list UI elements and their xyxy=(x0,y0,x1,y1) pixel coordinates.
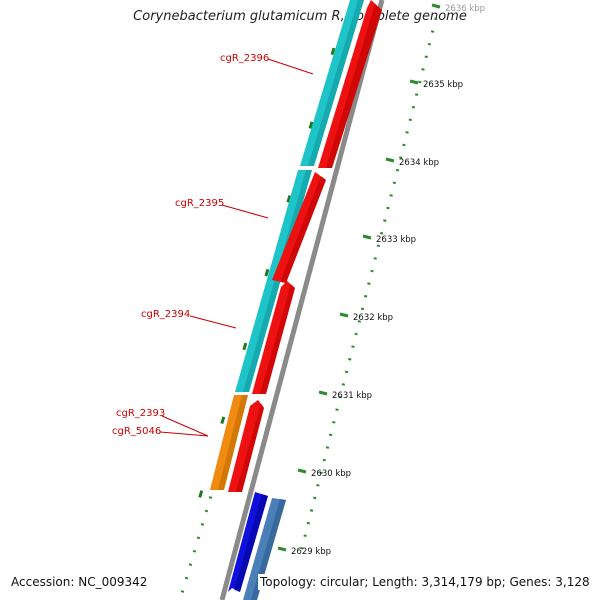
gene-label-cgR_2393[interactable]: cgR_2393 xyxy=(116,408,165,419)
tick-label-2635: 2635 kbp xyxy=(423,80,463,90)
gene-label-cgR_2396[interactable]: cgR_2396 xyxy=(220,53,269,64)
gene-cgR_2393-shade xyxy=(218,395,248,490)
tick-mark-2630 xyxy=(297,468,307,474)
gene-label-cgR_5046[interactable]: cgR_5046 xyxy=(112,426,161,437)
tick-mark-2634 xyxy=(385,157,395,163)
genome-title: Corynebacterium glutamicum R, complete g… xyxy=(133,9,467,24)
tick-label-2636: 2636 kbp xyxy=(445,4,485,14)
accession-text: Accession: NC_009342 xyxy=(9,574,150,590)
gc-content-dashes xyxy=(188,47,336,531)
tick-mark-2631 xyxy=(318,390,328,396)
tick-mark-2633 xyxy=(362,234,372,240)
gene-label-cgR_2394[interactable]: cgR_2394 xyxy=(141,309,190,320)
topology-text: Topology: circular; Length: 3,314,179 bp… xyxy=(258,574,592,590)
tick-label-2631: 2631 kbp xyxy=(332,391,372,401)
gene-red-2-shade xyxy=(280,176,326,283)
gene-red-4[interactable] xyxy=(228,400,264,492)
tick-label-2633: 2633 kbp xyxy=(376,235,416,245)
gene-red-4-shade xyxy=(236,403,264,492)
tick-label-2629: 2629 kbp xyxy=(291,547,331,557)
gene-label-cgR_2395[interactable]: cgR_2395 xyxy=(175,198,224,209)
tick-mark-2636 xyxy=(431,3,441,9)
gene-blue-1-shade xyxy=(234,494,268,592)
genome-backbone xyxy=(219,0,385,600)
gene-red-3-shade xyxy=(260,284,295,394)
gene-label-leaders xyxy=(159,58,314,437)
tick-label-2630: 2630 kbp xyxy=(311,469,351,479)
tick-label-2632: 2632 kbp xyxy=(353,313,393,323)
tick-label-2634: 2634 kbp xyxy=(399,158,439,168)
gene-red-1-shade xyxy=(326,4,382,168)
gene-cgR_2396-highlight xyxy=(308,0,364,166)
tick-mark-2629 xyxy=(277,546,287,552)
tick-mark-2635 xyxy=(409,79,419,85)
tick-mark-2632 xyxy=(339,312,349,318)
scale-ticks: 2636 kbp 2635 kbp 2634 kbp 2633 kbp 2632 kbp… xyxy=(277,3,485,557)
